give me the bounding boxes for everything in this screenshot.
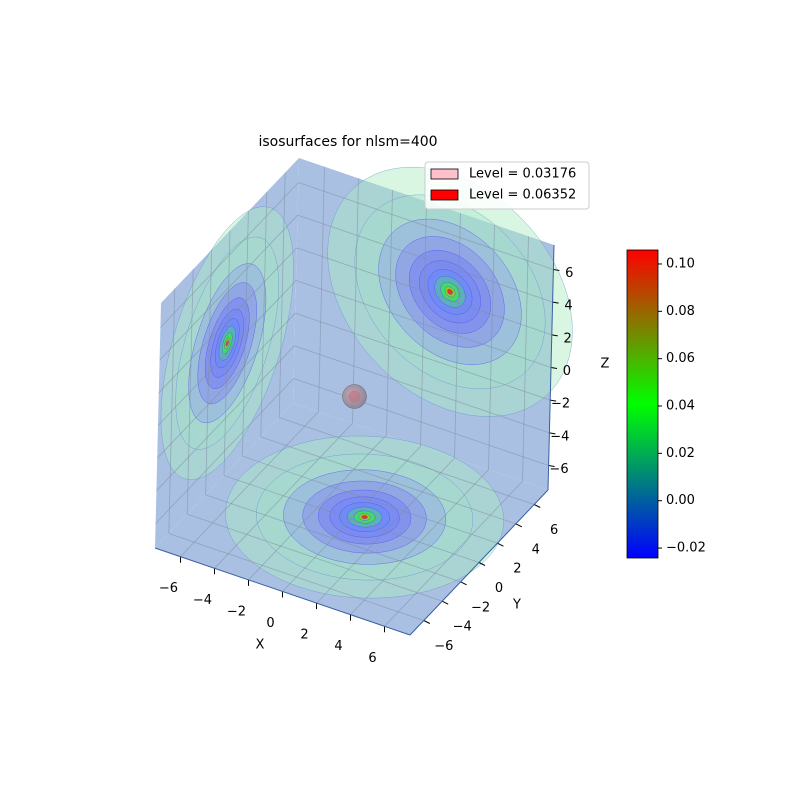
grid-line bbox=[296, 247, 552, 336]
grid-line bbox=[297, 214, 553, 303]
x-axis-label: X bbox=[256, 638, 265, 653]
tick-mark bbox=[553, 269, 560, 271]
tick-label: −2 bbox=[227, 604, 246, 619]
tick-label: −4 bbox=[193, 593, 212, 608]
tick-label: −4 bbox=[550, 429, 569, 444]
legend-swatch bbox=[430, 189, 459, 201]
tick-mark bbox=[460, 581, 467, 586]
axis-line bbox=[154, 547, 411, 636]
legend-box bbox=[424, 161, 590, 210]
axis-line bbox=[409, 489, 549, 636]
tick-mark bbox=[497, 542, 504, 547]
grid-line bbox=[187, 513, 443, 602]
tick-label: −4 bbox=[453, 620, 472, 635]
tick-label: −6 bbox=[159, 581, 178, 596]
tick-label: 2 bbox=[564, 331, 572, 346]
tick-mark bbox=[423, 620, 431, 624]
colorbar-tick-label: 0.08 bbox=[666, 304, 695, 319]
tick-mark bbox=[550, 367, 558, 369]
colorbar bbox=[626, 249, 659, 559]
axis-line bbox=[547, 244, 555, 491]
grid-line bbox=[168, 533, 424, 621]
tick-label: 0 bbox=[495, 581, 503, 596]
grid-line bbox=[160, 182, 299, 328]
grid-line bbox=[159, 214, 298, 361]
colorbar-tick-label: −0.02 bbox=[666, 541, 706, 556]
tick-label: 6 bbox=[565, 266, 573, 281]
tick-mark bbox=[548, 465, 555, 467]
tick-label: 2 bbox=[300, 628, 308, 643]
colorbar-tick-label: 0.02 bbox=[666, 446, 695, 461]
grid-line bbox=[295, 312, 551, 401]
grid-line bbox=[295, 280, 552, 368]
grid-line bbox=[205, 494, 461, 583]
tick-label: 4 bbox=[334, 639, 342, 654]
grid-line bbox=[156, 312, 296, 459]
grid-line bbox=[157, 280, 297, 426]
tick-label: 4 bbox=[564, 299, 572, 314]
grid-line bbox=[260, 436, 516, 525]
tick-mark bbox=[441, 600, 449, 605]
grid-line bbox=[242, 455, 498, 544]
tick-label: −2 bbox=[471, 600, 490, 615]
colorbar-tick-label: 0.06 bbox=[666, 351, 695, 366]
grid-line bbox=[155, 378, 294, 524]
z-axis-label: Z bbox=[601, 357, 610, 372]
colorbar-tick-label: 0.10 bbox=[666, 256, 695, 271]
grid-line bbox=[298, 182, 554, 270]
legend-label: Level = 0.06352 bbox=[469, 188, 576, 203]
isosurface bbox=[348, 390, 361, 403]
colorbar-tick-label: 0.04 bbox=[666, 399, 695, 414]
tick-mark bbox=[549, 432, 556, 435]
grid-line bbox=[279, 417, 535, 505]
chart-title: isosurfaces for nlsm=400 bbox=[258, 134, 437, 150]
tick-label: −6 bbox=[434, 639, 453, 654]
grid-line bbox=[223, 475, 480, 563]
legend-swatch bbox=[430, 168, 459, 180]
colorbar-tick-label: 0.00 bbox=[666, 493, 695, 508]
tick-mark bbox=[551, 334, 558, 337]
tick-label: 0 bbox=[563, 364, 571, 379]
tick-mark bbox=[552, 301, 559, 304]
tick-label: 0 bbox=[266, 616, 274, 631]
tick-label: −2 bbox=[551, 397, 570, 412]
legend-label: Level = 0.03176 bbox=[469, 167, 576, 182]
tick-mark bbox=[550, 399, 557, 402]
tick-mark bbox=[478, 562, 486, 566]
y-axis-label: Y bbox=[512, 598, 521, 613]
contour bbox=[447, 289, 453, 295]
grid-line bbox=[158, 247, 298, 394]
tick-label: 6 bbox=[368, 651, 376, 666]
tick-label: 2 bbox=[513, 562, 521, 577]
grid-line bbox=[293, 378, 549, 466]
tick-label: 6 bbox=[550, 523, 558, 538]
tick-label: 4 bbox=[532, 542, 540, 557]
grid-line bbox=[294, 345, 550, 434]
tick-mark bbox=[515, 523, 523, 528]
grid-line bbox=[156, 345, 295, 492]
contour bbox=[361, 515, 368, 520]
tick-mark bbox=[533, 504, 541, 508]
tick-label: −6 bbox=[549, 462, 568, 477]
